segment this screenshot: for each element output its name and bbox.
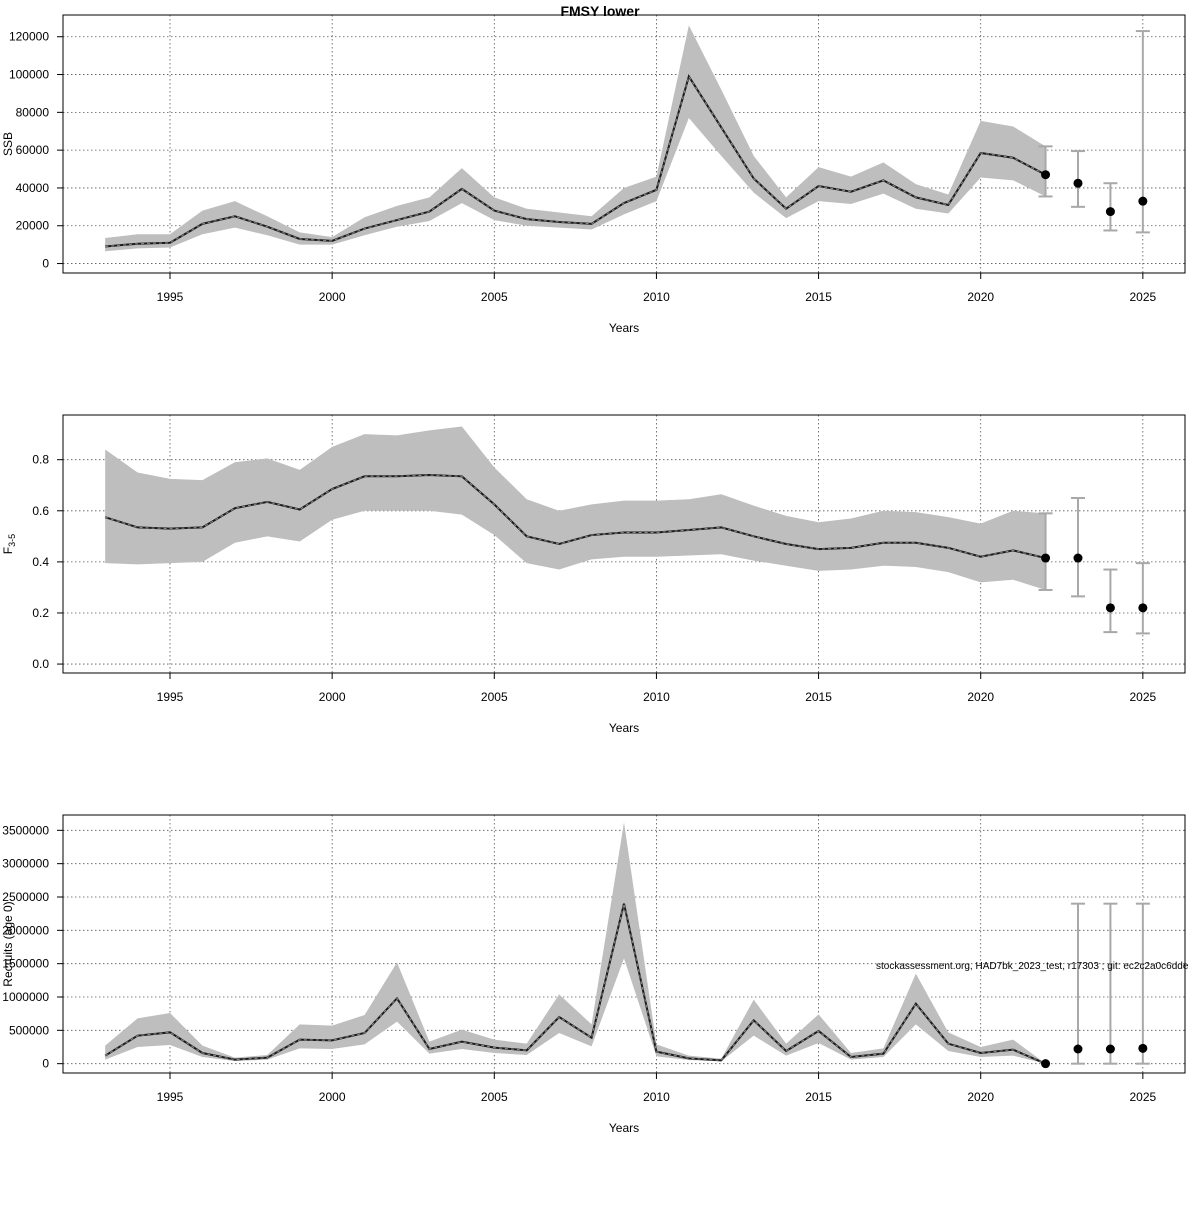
- x-tick-label: 2005: [481, 290, 508, 304]
- panel-2: 1995 2000 2005 2010 2015 2020 2025 0.0 0.2 0.4 0.6…: [1, 414, 1186, 735]
- y-tick-label: 0.8: [32, 453, 49, 467]
- x-tick-label: 2015: [805, 290, 832, 304]
- plot-frame: [62, 14, 1186, 274]
- chart-title: FMSY lower: [560, 3, 640, 19]
- y-tick-label: 3500000: [2, 823, 49, 837]
- y-tick-label: 60000: [16, 143, 50, 157]
- forecast-point: [1073, 178, 1083, 188]
- forecast-point: [1105, 1044, 1115, 1054]
- x-tick-label: 2015: [805, 690, 832, 704]
- x-tick-label: 2000: [319, 1090, 346, 1104]
- x-tick-label: 2010: [643, 290, 670, 304]
- forecast-point: [1138, 603, 1148, 613]
- y-tick-label: 40000: [16, 181, 50, 195]
- x-tick-label: 1995: [157, 690, 184, 704]
- confidence-band: [105, 822, 1046, 1064]
- y-tick-label: 0.6: [32, 504, 49, 518]
- x-tick-label: 2010: [643, 1090, 670, 1104]
- confidence-band: [105, 25, 1046, 252]
- forecast-point: [1138, 196, 1148, 206]
- x-tick-label: 2020: [967, 1090, 994, 1104]
- x-tick-label: 2020: [967, 690, 994, 704]
- x-tick-label: 2005: [481, 690, 508, 704]
- forecast-point: [1073, 553, 1083, 563]
- y-tick-label: 0: [42, 1057, 49, 1071]
- y-axis-label: SSB: [1, 132, 15, 156]
- x-tick-label: 2025: [1129, 290, 1156, 304]
- y-tick-label: 500000: [9, 1023, 49, 1037]
- y-tick-label: 120000: [9, 30, 49, 44]
- forecast-point: [1041, 1059, 1051, 1069]
- confidence-band: [105, 426, 1046, 590]
- x-tick-label: 2015: [805, 1090, 832, 1104]
- x-tick-label: 2025: [1129, 690, 1156, 704]
- forecast-point: [1073, 1044, 1083, 1054]
- x-tick-label: 2000: [319, 290, 346, 304]
- plot-frame: [62, 414, 1186, 674]
- y-tick-label: 0.2: [32, 606, 49, 620]
- y-tick-label: 20000: [16, 219, 50, 233]
- x-tick-label: 2010: [643, 690, 670, 704]
- y-tick-label: 1000000: [2, 990, 49, 1004]
- x-axis-label: Years: [609, 1121, 639, 1135]
- plot-frame: [62, 814, 1186, 1074]
- x-tick-label: 2020: [967, 290, 994, 304]
- forecast-point: [1105, 603, 1115, 613]
- x-tick-label: 2025: [1129, 1090, 1156, 1104]
- y-tick-label: 3000000: [2, 857, 49, 871]
- forecast-point: [1138, 1043, 1148, 1053]
- estimate-line-dashes: [105, 474, 1046, 559]
- y-tick-label: 2000000: [2, 923, 49, 937]
- y-tick-label: 100000: [9, 68, 49, 82]
- x-tick-label: 2005: [481, 1090, 508, 1104]
- footer-watermark-text: stockassessment.org, HAD7bk_2023_test, r…: [876, 961, 1189, 972]
- x-axis-label: Years: [609, 321, 639, 335]
- forecast-point: [1105, 207, 1115, 217]
- y-tick-label: 80000: [16, 105, 50, 119]
- x-axis-label: Years: [609, 721, 639, 735]
- y-tick-label: 2500000: [2, 890, 49, 904]
- panel-3: 1995 2000 2005 2010 2015 2020 2025 0 500000 10000…: [1, 814, 1186, 1135]
- y-tick-label: 0: [42, 257, 49, 271]
- forecast-point: [1041, 170, 1051, 180]
- y-axis-label-subscript: 3-5: [7, 534, 17, 547]
- estimate-line-dashes: [105, 75, 1046, 248]
- panel-1: 1995 2000 2005 2010 2015 2020 2025 0 20000 40000 6…: [1, 3, 1186, 335]
- y-tick-label: 0.0: [32, 657, 49, 671]
- y-tick-label: 0.4: [32, 555, 49, 569]
- x-tick-label: 1995: [157, 290, 184, 304]
- x-tick-label: 1995: [157, 1090, 184, 1104]
- y-tick-label: 1500000: [2, 957, 49, 971]
- y-axis-label: F3-5: [1, 534, 17, 554]
- y-axis-label: Recruits (age 0): [1, 901, 15, 986]
- x-tick-label: 2000: [319, 690, 346, 704]
- estimate-line-dashes: [104, 903, 1046, 1065]
- forecast-point: [1041, 553, 1051, 563]
